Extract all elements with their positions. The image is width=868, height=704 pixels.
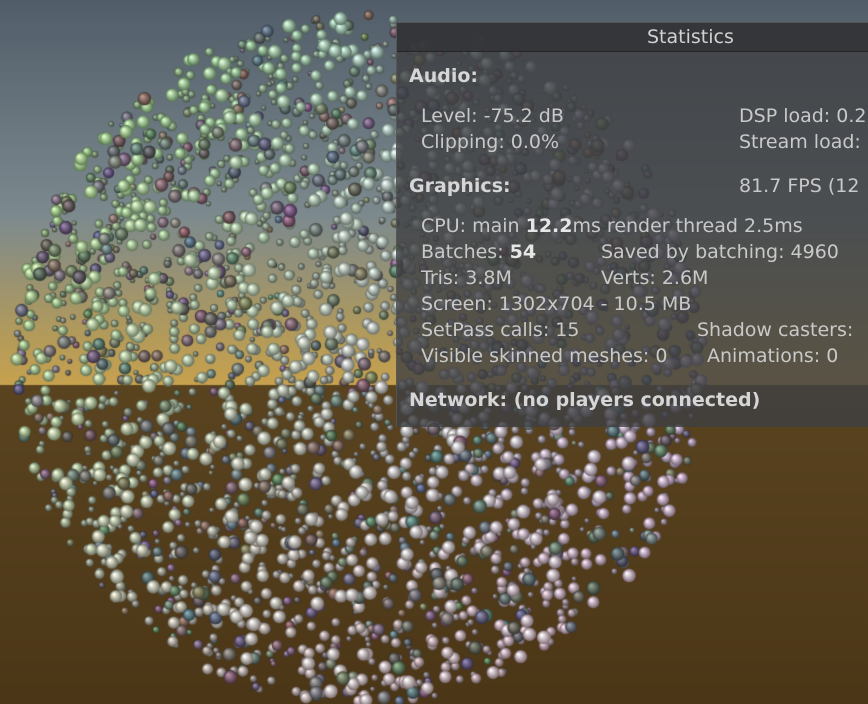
graphics-animations: Animations: 0 [707,345,839,367]
audio-stream-load: Stream load: [739,131,861,153]
cpu-prefix: CPU: main [421,215,520,237]
statistics-panel: Statistics Audio: Level: -75.2 dB DSP lo… [396,22,868,427]
graphics-verts: Verts: 2.6M [601,267,709,289]
graphics-skinned-meshes: Visible skinned meshes: 0 [421,345,668,367]
graphics-cpu: CPU: main 12.2ms render thread 2.5ms [421,215,803,237]
network-status: Network: (no players connected) [409,389,761,411]
statistics-header[interactable]: Statistics [397,23,868,52]
statistics-title: Statistics [647,26,734,48]
audio-clipping: Clipping: 0.0% [421,131,560,153]
audio-heading: Audio: [409,65,478,87]
graphics-fps: 81.7 FPS (12 [739,175,860,197]
graphics-batches: Batches: 54 [421,241,536,263]
cpu-suffix: ms render thread 2.5ms [572,215,803,237]
graphics-saved-by-batching: Saved by batching: 4960 [601,241,839,263]
graphics-tris: Tris: 3.8M [421,267,512,289]
graphics-shadow-casters: Shadow casters: [697,319,854,341]
graphics-screen: Screen: 1302x704 - 10.5 MB [421,293,692,315]
batches-prefix: Batches: [421,241,504,263]
graphics-heading: Graphics: [409,175,511,197]
audio-level: Level: -75.2 dB [421,105,564,127]
graphics-setpass: SetPass calls: 15 [421,319,580,341]
audio-dsp-load: DSP load: 0.2 [739,105,867,127]
cpu-main-time: 12.2 [525,215,573,237]
batches-value: 54 [509,241,537,263]
